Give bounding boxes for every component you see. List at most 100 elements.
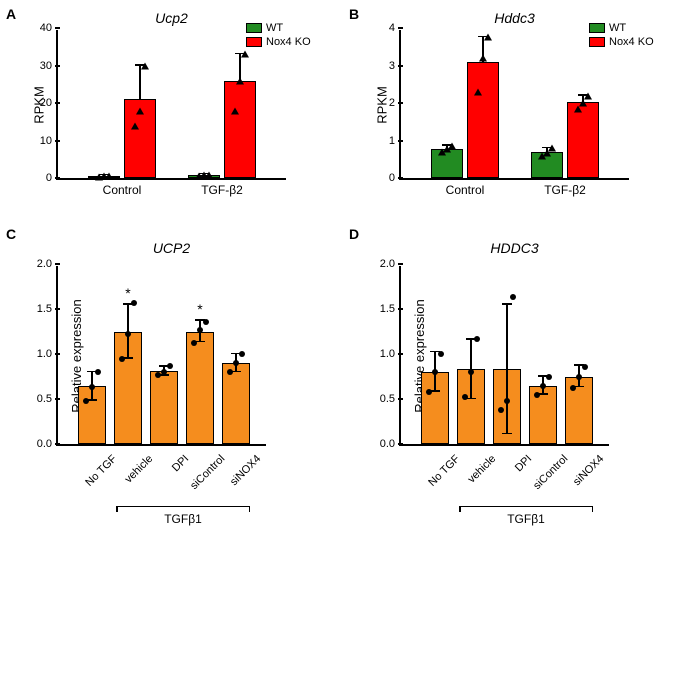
ytick: 0 bbox=[46, 172, 58, 184]
panel-b-legend: WT Nox4 KO bbox=[589, 22, 654, 50]
panel-b-letter: B bbox=[349, 6, 359, 22]
panel-a-legend: WT Nox4 KO bbox=[246, 22, 311, 50]
data-point bbox=[83, 398, 89, 404]
bar bbox=[467, 62, 499, 178]
x-category-label: TGF-β2 bbox=[201, 178, 243, 197]
data-point bbox=[432, 369, 438, 375]
ytick: 2 bbox=[389, 97, 401, 109]
legend-label: WT bbox=[609, 22, 626, 34]
data-point bbox=[504, 398, 510, 404]
data-point bbox=[484, 34, 492, 41]
bar bbox=[224, 81, 256, 179]
data-point bbox=[131, 122, 139, 129]
ytick: 0 bbox=[389, 172, 401, 184]
ytick: 0.0 bbox=[37, 438, 58, 450]
panel-a-plot: RPKM 010203040ControlTGF-β2 WTNox4 KO bbox=[56, 30, 333, 180]
data-point bbox=[227, 369, 233, 375]
data-point bbox=[141, 62, 149, 69]
group-bracket-label: TGFβ1 bbox=[507, 512, 545, 526]
legend-item: Nox4 KO bbox=[589, 36, 654, 48]
x-category-label: Control bbox=[446, 178, 485, 197]
ytick: 1.5 bbox=[380, 303, 401, 315]
significance-marker: * bbox=[197, 301, 202, 317]
data-point bbox=[462, 394, 468, 400]
panel-a-plot-area: 010203040ControlTGF-β2 bbox=[56, 30, 286, 180]
error-bar bbox=[139, 66, 141, 100]
error-cap bbox=[502, 433, 512, 435]
data-point bbox=[119, 356, 125, 362]
data-point bbox=[231, 107, 239, 114]
ytick: 0.5 bbox=[380, 393, 401, 405]
panel-d-plot-area: 0.00.51.01.52.0No TGFvehicleDPIsiControl… bbox=[399, 266, 609, 446]
data-point bbox=[131, 300, 137, 306]
data-point bbox=[89, 384, 95, 390]
ytick: 30 bbox=[40, 60, 58, 72]
data-point bbox=[582, 364, 588, 370]
data-point bbox=[479, 55, 487, 62]
ytick: 0.5 bbox=[37, 393, 58, 405]
panel-c: C UCP2 Relative expression 0.00.51.01.52… bbox=[10, 230, 333, 446]
data-point bbox=[548, 145, 556, 152]
data-point bbox=[510, 294, 516, 300]
panel-b-plot: RPKM 01234ControlTGF-β2 WTNox4 KO bbox=[399, 30, 676, 180]
legend-swatch bbox=[589, 37, 605, 47]
group-bracket bbox=[116, 506, 250, 507]
panel-c-plot: Relative expression 0.00.51.01.52.0No TG… bbox=[56, 266, 333, 446]
ytick: 2.0 bbox=[37, 258, 58, 270]
legend-swatch bbox=[246, 23, 262, 33]
ytick: 4 bbox=[389, 22, 401, 34]
ytick: 40 bbox=[40, 22, 58, 34]
group-bracket bbox=[459, 506, 593, 507]
data-point bbox=[239, 351, 245, 357]
group-bracket-label: TGFβ1 bbox=[164, 512, 202, 526]
ytick: 20 bbox=[40, 97, 58, 109]
data-point bbox=[136, 107, 144, 114]
data-point bbox=[203, 319, 209, 325]
legend-swatch bbox=[246, 37, 262, 47]
bar bbox=[222, 363, 250, 444]
data-point bbox=[584, 92, 592, 99]
data-point bbox=[236, 77, 244, 84]
legend-label: Nox4 KO bbox=[266, 36, 311, 48]
data-point bbox=[534, 392, 540, 398]
data-point bbox=[191, 340, 197, 346]
data-point bbox=[570, 385, 576, 391]
panel-d-title: HDDC3 bbox=[353, 240, 676, 256]
data-point bbox=[468, 369, 474, 375]
data-point bbox=[95, 369, 101, 375]
data-point bbox=[167, 363, 173, 369]
ytick: 1 bbox=[389, 135, 401, 147]
panel-b-plot-area: 01234ControlTGF-β2 bbox=[399, 30, 629, 180]
ytick: 2.0 bbox=[380, 258, 401, 270]
bar bbox=[431, 149, 463, 178]
legend-label: WT bbox=[266, 22, 283, 34]
data-point bbox=[197, 327, 203, 333]
legend-item: WT bbox=[246, 22, 311, 34]
panel-d-letter: D bbox=[349, 226, 359, 242]
panel-a-letter: A bbox=[6, 6, 16, 22]
ytick: 3 bbox=[389, 60, 401, 72]
data-point bbox=[161, 369, 167, 375]
data-point bbox=[474, 88, 482, 95]
data-point bbox=[546, 374, 552, 380]
legend-swatch bbox=[589, 23, 605, 33]
legend-item: WT bbox=[589, 22, 654, 34]
data-point bbox=[576, 374, 582, 380]
panel-d-plot: Relative expression 0.00.51.01.52.0No TG… bbox=[399, 266, 676, 446]
data-point bbox=[540, 383, 546, 389]
data-point bbox=[426, 389, 432, 395]
ytick: 10 bbox=[40, 135, 58, 147]
panel-b-ylabel: RPKM bbox=[374, 86, 389, 124]
bar bbox=[186, 332, 214, 445]
data-point bbox=[125, 331, 131, 337]
panel-a: A Ucp2 RPKM 010203040ControlTGF-β2 WTNox… bbox=[10, 10, 333, 180]
error-cap bbox=[502, 303, 512, 305]
data-point bbox=[474, 336, 480, 342]
data-point bbox=[438, 351, 444, 357]
ytick: 1.0 bbox=[37, 348, 58, 360]
panel-d: D HDDC3 Relative expression 0.00.51.01.5… bbox=[353, 230, 676, 446]
data-point bbox=[448, 143, 456, 150]
data-point bbox=[579, 100, 587, 107]
panel-c-letter: C bbox=[6, 226, 16, 242]
data-point bbox=[498, 407, 504, 413]
